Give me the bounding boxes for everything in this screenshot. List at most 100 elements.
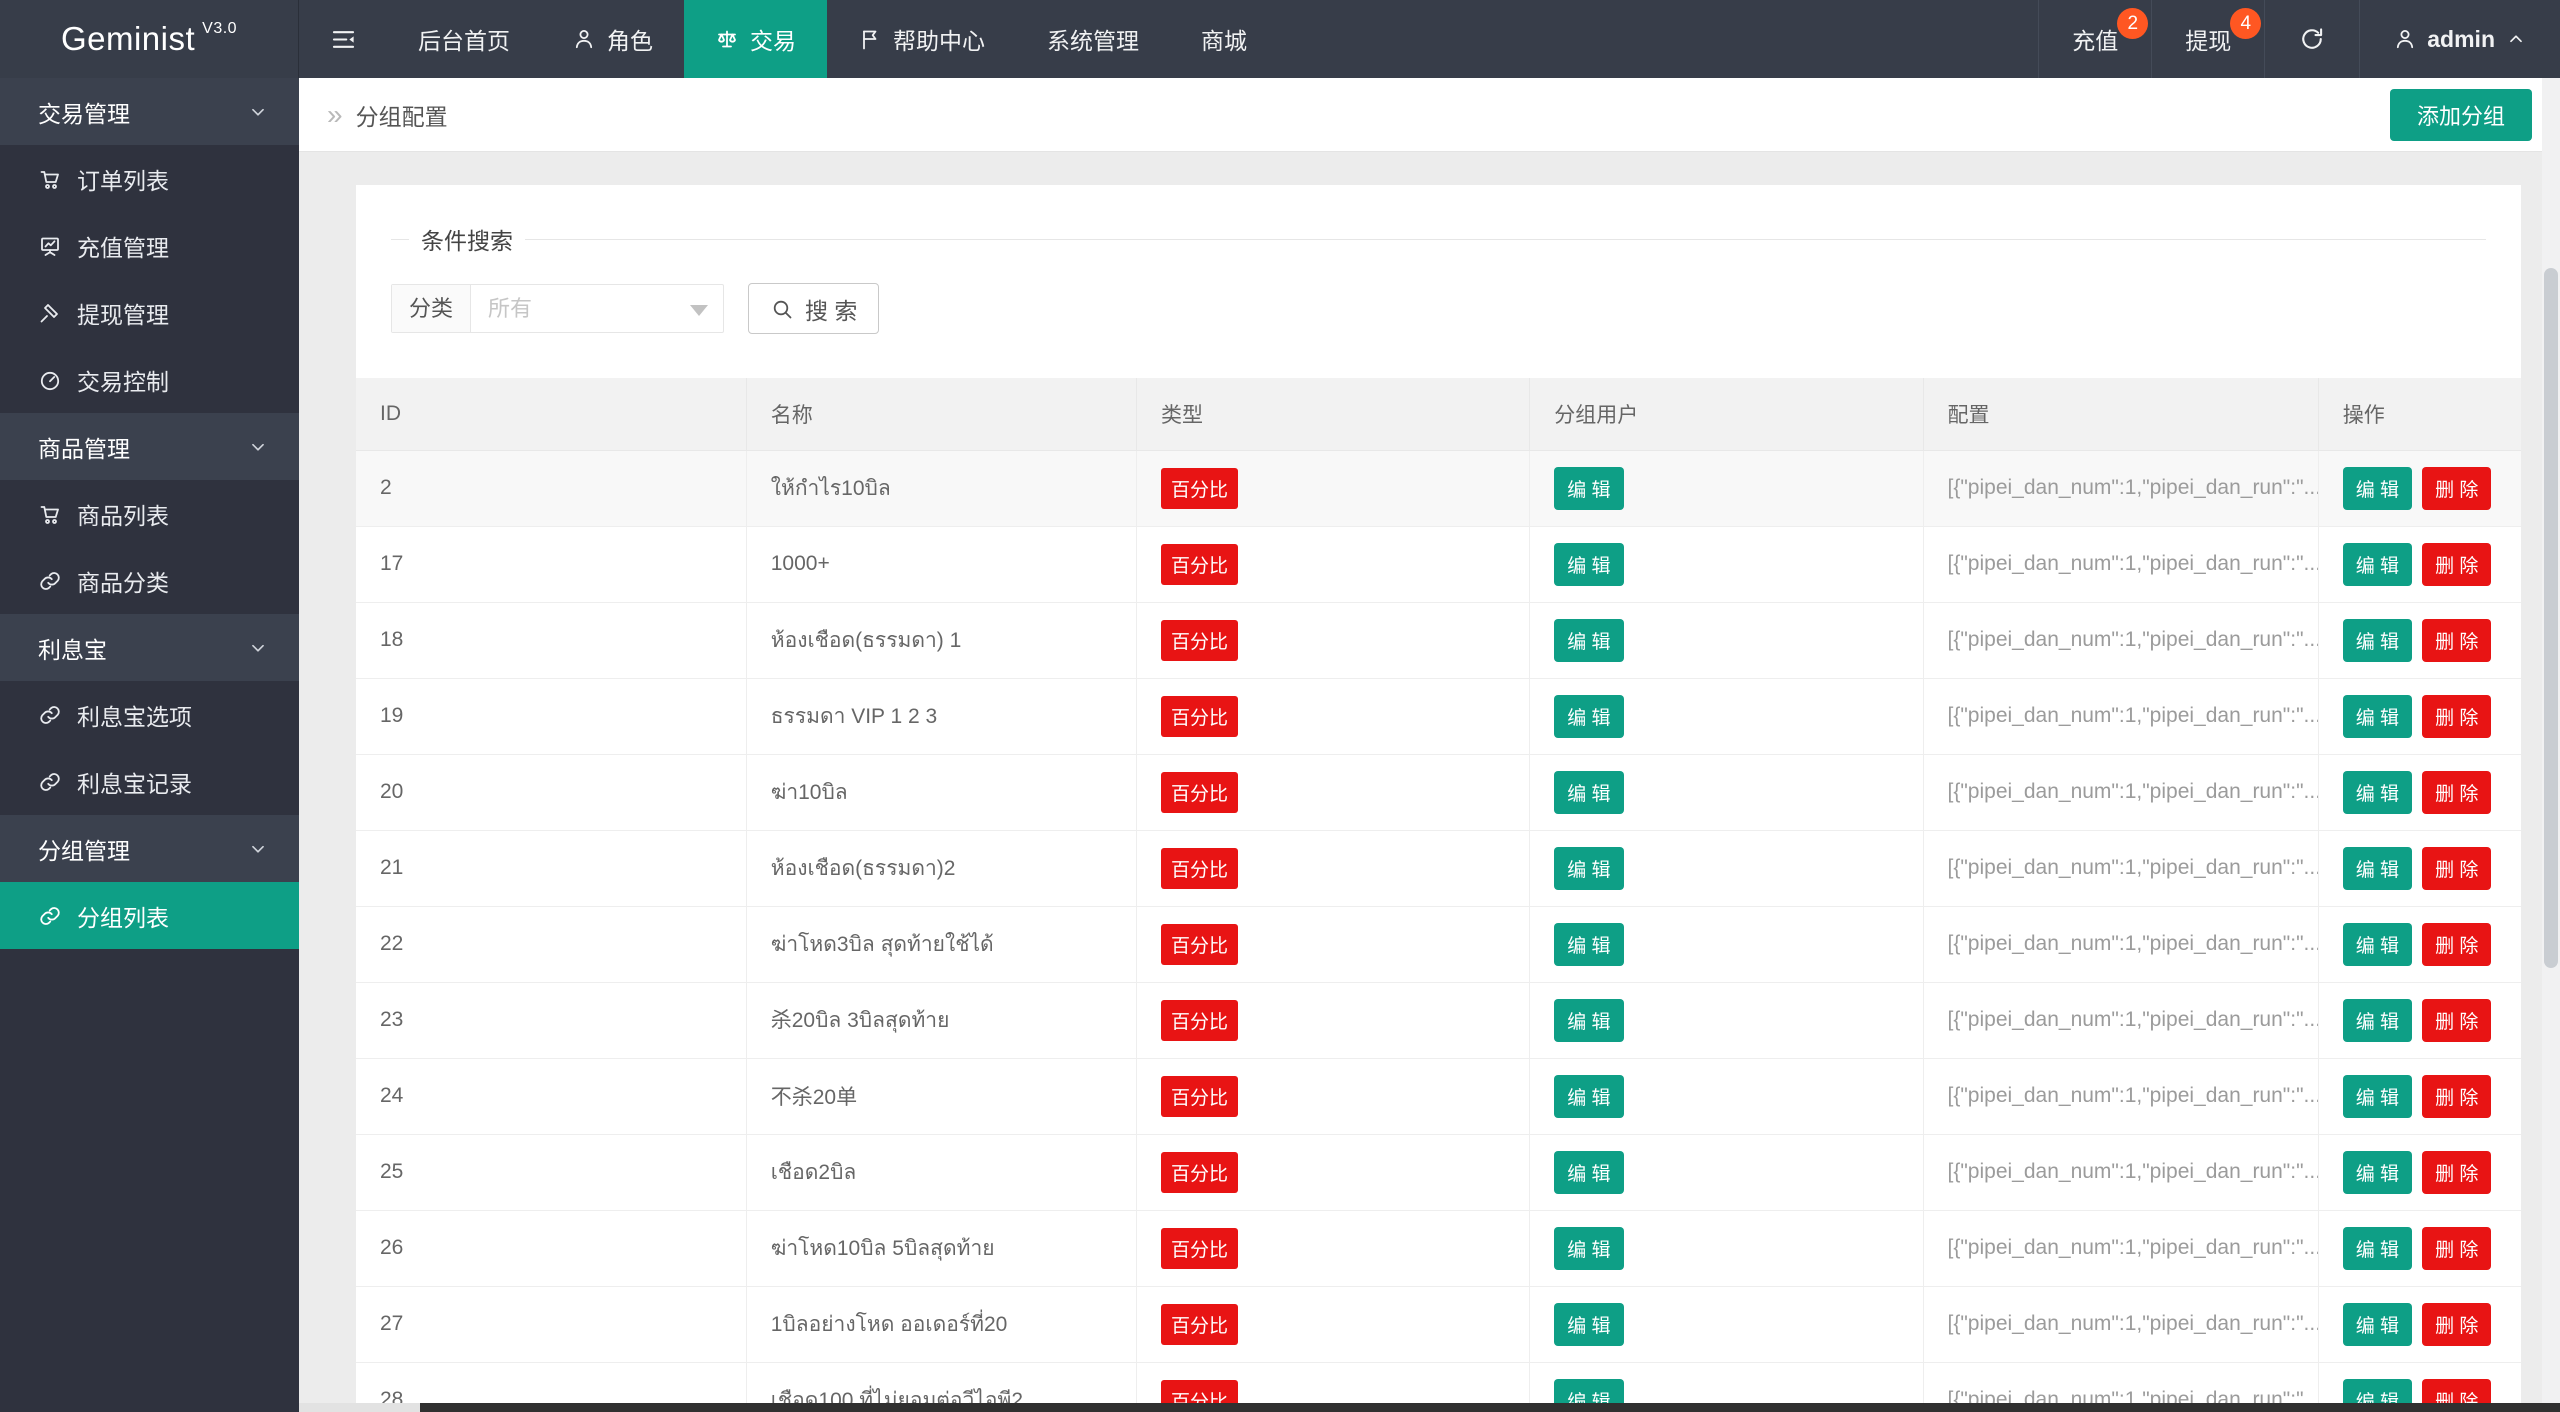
sidebar-item-label: 提现管理 [77, 296, 169, 330]
topnav-item-roles[interactable]: 角色 [541, 0, 684, 78]
sidebar-group-trade-mgmt[interactable]: 交易管理 [0, 78, 299, 145]
topnav-item-system[interactable]: 系统管理 [1016, 0, 1170, 78]
row-edit-button[interactable]: 编 辑 [2343, 847, 2412, 890]
chevron-down-icon [247, 436, 269, 458]
group-user-edit-button[interactable]: 编 辑 [1554, 467, 1623, 510]
row-edit-button[interactable]: 编 辑 [2343, 1303, 2412, 1346]
row-delete-button[interactable]: 删 除 [2422, 1151, 2491, 1194]
group-user-edit-button[interactable]: 编 辑 [1554, 1151, 1623, 1194]
sidebar-item-interest-records[interactable]: 利息宝记录 [0, 748, 299, 815]
sidebar-item-order-list[interactable]: 订单列表 [0, 145, 299, 212]
sidebar-group-interest[interactable]: 利息宝 [0, 614, 299, 681]
config-text: [{"pipei_dan_num":1,"pipei_dan_run":"... [1948, 856, 2319, 879]
topnav-item-mall[interactable]: 商城 [1170, 0, 1278, 78]
group-user-edit-button[interactable]: 编 辑 [1554, 1075, 1623, 1118]
search-button[interactable]: 搜 索 [748, 283, 879, 334]
cell-config: [{"pipei_dan_num":1,"pipei_dan_run":"... [1923, 602, 2318, 678]
config-text: [{"pipei_dan_num":1,"pipei_dan_run":"... [1948, 780, 2319, 803]
cell-actions: 编 辑删 除 [2318, 602, 2521, 678]
row-edit-button[interactable]: 编 辑 [2343, 999, 2412, 1042]
horizontal-scrollbar-thumb[interactable] [420, 1403, 2560, 1412]
sidebar-group-group-mgmt[interactable]: 分组管理 [0, 815, 299, 882]
row-edit-button[interactable]: 编 辑 [2343, 543, 2412, 586]
sidebar-item-withdraw-mgmt[interactable]: 提现管理 [0, 279, 299, 346]
cell-type: 百分比 [1136, 1286, 1529, 1362]
table-row: 2ให้กำไร10บิล百分比编 辑[{"pipei_dan_num":1,"… [356, 450, 2521, 526]
type-badge: 百分比 [1161, 1152, 1238, 1193]
add-group-button[interactable]: 添加分组 [2390, 89, 2532, 141]
cell-actions: 编 辑删 除 [2318, 1134, 2521, 1210]
sidebar-item-recharge-mgmt[interactable]: 充值管理 [0, 212, 299, 279]
search-fieldset: 条件搜索 [391, 222, 2486, 256]
sidebar-item-goods-list[interactable]: 商品列表 [0, 480, 299, 547]
group-user-edit-button[interactable]: 编 辑 [1554, 771, 1623, 814]
type-badge: 百分比 [1161, 1228, 1238, 1269]
row-edit-button[interactable]: 编 辑 [2343, 1151, 2412, 1194]
sidebar-collapse-button[interactable] [299, 0, 387, 78]
row-delete-button[interactable]: 删 除 [2422, 619, 2491, 662]
row-edit-button[interactable]: 编 辑 [2343, 467, 2412, 510]
table-row: 21ห้องเชือด(ธรรมดา)2百分比编 辑[{"pipei_dan_n… [356, 830, 2521, 906]
cell-type: 百分比 [1136, 1058, 1529, 1134]
group-user-edit-button[interactable]: 编 辑 [1554, 695, 1623, 738]
row-delete-button[interactable]: 删 除 [2422, 923, 2491, 966]
row-edit-button[interactable]: 编 辑 [2343, 923, 2412, 966]
group-user-edit-button[interactable]: 编 辑 [1554, 543, 1623, 586]
row-delete-button[interactable]: 删 除 [2422, 1303, 2491, 1346]
row-delete-button[interactable]: 删 除 [2422, 1227, 2491, 1270]
topbar-right: 充值 2 提现 4 admin [2038, 0, 2560, 78]
cell-id: 18 [356, 602, 746, 678]
row-delete-button[interactable]: 删 除 [2422, 999, 2491, 1042]
groups-table: ID名称类型分组用户配置操作 2ให้กำไร10บิล百分比编 辑[{"pip… [356, 378, 2521, 1412]
row-delete-button[interactable]: 删 除 [2422, 1075, 2491, 1118]
cell-name: 1000+ [746, 526, 1136, 602]
group-user-edit-button[interactable]: 编 辑 [1554, 847, 1623, 890]
withdraw-label: 提现 [2185, 22, 2231, 56]
sidebar-item-trade-control[interactable]: 交易控制 [0, 346, 299, 413]
group-user-edit-button[interactable]: 编 辑 [1554, 1227, 1623, 1270]
user-menu[interactable]: admin [2359, 0, 2560, 78]
row-delete-button[interactable]: 删 除 [2422, 771, 2491, 814]
link-icon [38, 569, 62, 593]
row-edit-button[interactable]: 编 辑 [2343, 771, 2412, 814]
card: 条件搜索 分类 所有 搜 索 [356, 185, 2521, 1412]
cell-actions: 编 辑删 除 [2318, 906, 2521, 982]
cell-type: 百分比 [1136, 450, 1529, 526]
row-delete-button[interactable]: 删 除 [2422, 847, 2491, 890]
refresh-button[interactable] [2264, 0, 2359, 78]
cell-config: [{"pipei_dan_num":1,"pipei_dan_run":"... [1923, 1058, 2318, 1134]
sidebar-item-label: 商品分类 [77, 564, 169, 598]
topnav-item-home[interactable]: 后台首页 [387, 0, 541, 78]
vertical-scrollbar-thumb[interactable] [2544, 268, 2558, 968]
row-edit-button[interactable]: 编 辑 [2343, 1075, 2412, 1118]
recharge-menu-item[interactable]: 充值 2 [2038, 0, 2151, 78]
row-delete-button[interactable]: 删 除 [2422, 467, 2491, 510]
category-select-value: 所有 [488, 296, 532, 321]
row-edit-button[interactable]: 编 辑 [2343, 1227, 2412, 1270]
sidebar-group-label: 商品管理 [38, 430, 130, 464]
type-badge: 百分比 [1161, 1076, 1238, 1117]
row-delete-button[interactable]: 删 除 [2422, 543, 2491, 586]
group-user-edit-button[interactable]: 编 辑 [1554, 1303, 1623, 1346]
cell-id: 25 [356, 1134, 746, 1210]
cell-type: 百分比 [1136, 906, 1529, 982]
category-select[interactable]: 所有 [471, 285, 723, 332]
group-user-edit-button[interactable]: 编 辑 [1554, 619, 1623, 662]
group-user-edit-button[interactable]: 编 辑 [1554, 999, 1623, 1042]
topnav-item-trade[interactable]: 交易 [684, 0, 827, 78]
sidebar-item-group-list[interactable]: 分组列表 [0, 882, 299, 949]
topnav-item-help-center[interactable]: 帮助中心 [827, 0, 1016, 78]
sidebar-item-interest-options[interactable]: 利息宝选项 [0, 681, 299, 748]
sidebar-item-goods-category[interactable]: 商品分类 [0, 547, 299, 614]
cell-id: 27 [356, 1286, 746, 1362]
cell-group-user: 编 辑 [1530, 830, 1923, 906]
cell-id: 26 [356, 1210, 746, 1286]
row-edit-button[interactable]: 编 辑 [2343, 619, 2412, 662]
cell-actions: 编 辑删 除 [2318, 982, 2521, 1058]
withdraw-menu-item[interactable]: 提现 4 [2151, 0, 2264, 78]
row-edit-button[interactable]: 编 辑 [2343, 695, 2412, 738]
cell-config: [{"pipei_dan_num":1,"pipei_dan_run":"... [1923, 526, 2318, 602]
group-user-edit-button[interactable]: 编 辑 [1554, 923, 1623, 966]
row-delete-button[interactable]: 删 除 [2422, 695, 2491, 738]
sidebar-group-goods-mgmt[interactable]: 商品管理 [0, 413, 299, 480]
